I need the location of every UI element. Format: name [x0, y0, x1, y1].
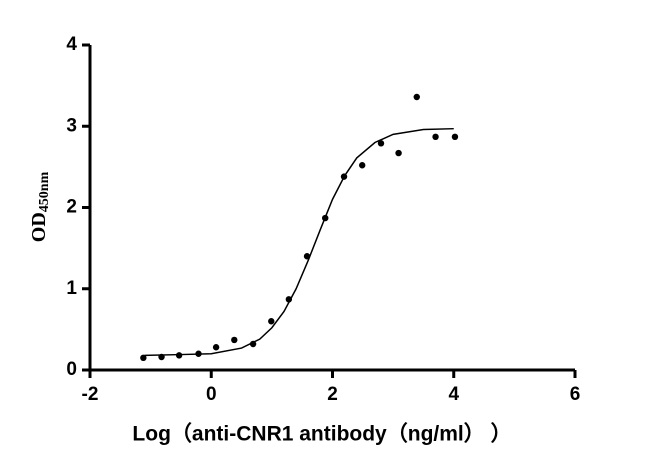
- x-tick-label: 0: [206, 384, 217, 405]
- x-tick-label: -2: [82, 384, 99, 405]
- data-point: [451, 133, 459, 141]
- y-tick-label: 0: [66, 359, 77, 380]
- x-tick-label: 4: [448, 384, 459, 405]
- data-point: [175, 352, 183, 359]
- data-point: [377, 140, 385, 147]
- x-tick-label: 6: [570, 384, 581, 405]
- data-point: [413, 93, 420, 101]
- data-point: [212, 344, 220, 351]
- data-point: [359, 162, 366, 169]
- y-tick-label: 2: [66, 197, 77, 218]
- x-axis-label: Log（anti-CNR1 antibody（ng/ml） ）: [132, 422, 511, 446]
- y-axis-label-main: OD: [28, 212, 50, 242]
- y-axis-label: OD450nm: [28, 171, 53, 242]
- y-tick-label: 1: [66, 278, 77, 299]
- y-tick-label: 4: [66, 34, 77, 55]
- x-tick-label: 2: [327, 384, 338, 405]
- data-point: [140, 354, 147, 362]
- y-axis-label-subscript: 450nm: [37, 171, 52, 212]
- data-point: [432, 133, 439, 141]
- data-point: [231, 336, 238, 344]
- y-tick-label: 3: [66, 115, 77, 136]
- data-point: [395, 149, 402, 157]
- data-point: [268, 318, 275, 325]
- fit-curve: [144, 127, 454, 357]
